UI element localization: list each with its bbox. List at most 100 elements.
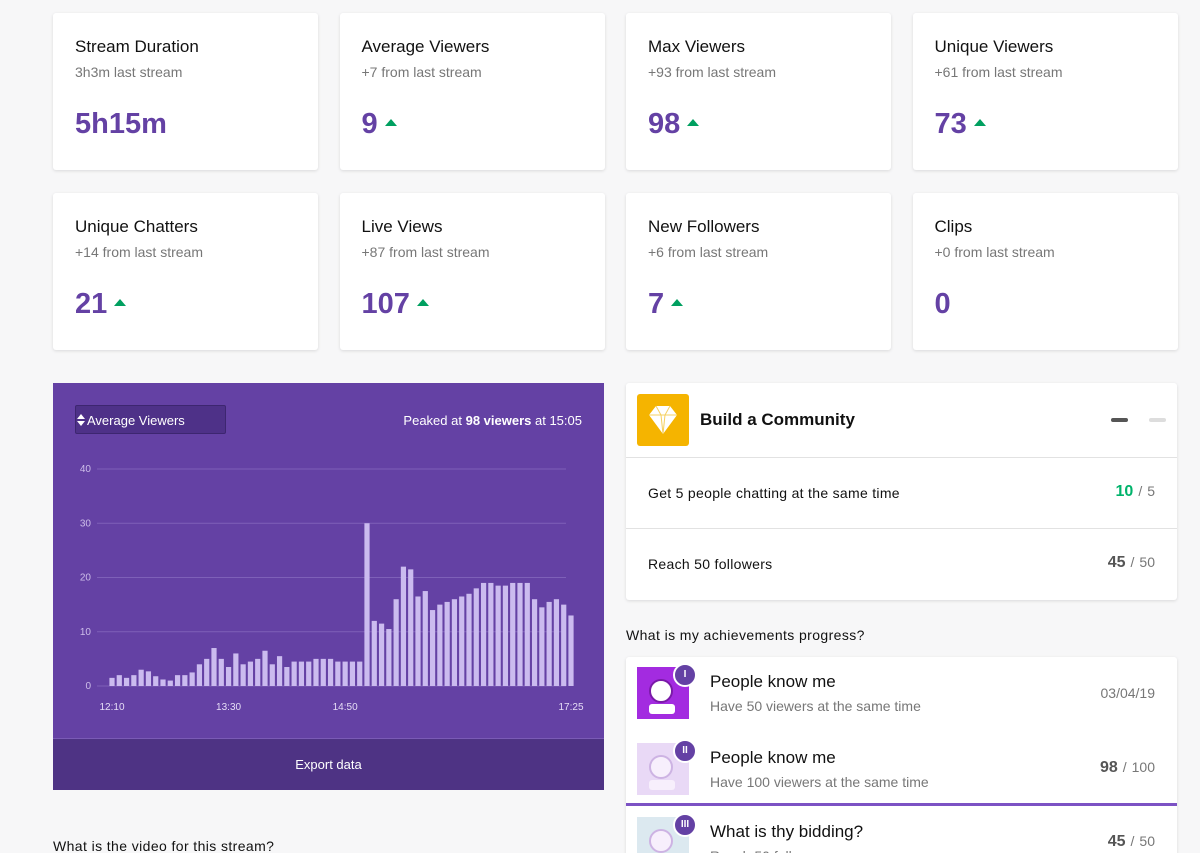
achievement: II People know me Have 100 viewers at the … [626,733,1177,806]
community-icon [637,394,689,446]
bar [211,648,217,686]
stat-value: 107 [361,288,410,320]
y-tick-label: 30 [80,518,92,529]
task-value: 45 [1107,554,1126,571]
stat-title: Unique Viewers [934,37,1054,56]
bar [138,669,144,686]
achievement-title: People know me [710,748,836,767]
bar [182,675,188,686]
stat-title: Live Views [361,217,443,236]
achievement-target: 50 [1139,833,1155,849]
stat-title: Max Viewers [648,37,745,56]
stat-card: Unique Chatters +14 from last stream 21 [53,193,318,350]
achievement-progress: 98/100 [1100,759,1155,777]
stat-card: Stream Duration 3h3m last stream 5h15m [53,13,318,170]
bar [451,599,458,686]
achievement-value: 45 [1107,833,1126,850]
achievement-badge: III [673,813,697,837]
x-tick-label: 17:25 [558,702,583,713]
task-label: Get 5 people chatting at the same time [648,485,900,501]
page-dot[interactable] [1111,418,1128,422]
bar-chart: 0 10 20 30 40 12:10 13:30 14:50 17:25 [80,464,584,713]
icon-face [649,679,673,703]
task-target: 5 [1147,483,1155,499]
bar [335,661,341,686]
export-button[interactable]: Export data [53,738,604,790]
stat-title: Average Viewers [361,37,490,56]
stat-value-row: 21 [75,288,127,321]
page-dot[interactable] [1149,418,1166,422]
bar [313,658,319,686]
bar [262,650,268,686]
bar [437,604,443,686]
bar [561,604,567,686]
achievement-title: What is thy bidding? [710,822,864,841]
chart-card: Average Viewers Peaked at 98 viewers at … [53,383,604,790]
stat-value-row: 107 [362,288,429,321]
bar [444,601,450,686]
icon-body [649,704,675,714]
bar [502,585,509,686]
bar [459,596,465,686]
achievement-progress: 45/50 [1108,833,1155,851]
bar [510,582,516,686]
task-separator: / [1130,554,1135,570]
task-separator: / [1138,483,1143,499]
achievement-date: 03/04/19 [1100,685,1156,701]
peak-suffix: at 15:05 [535,413,582,428]
community-card: Build a Community Get 5 people chatting … [626,383,1177,600]
bar [568,615,574,686]
bar [225,667,232,686]
community-title: Build a Community [700,410,855,429]
x-tick-label: 12:10 [99,702,124,713]
stat-card: Live Views +87 from last stream 107 [339,193,605,350]
bar [400,566,407,686]
stat-value-row: 98 [648,108,700,141]
icon-face [649,755,673,779]
icon-face [649,829,673,853]
bar [342,661,348,686]
icon-body [649,780,675,790]
bar [364,523,370,686]
achievement-target: 100 [1131,759,1155,775]
trend-arrow [973,118,986,126]
bar [167,680,173,686]
y-tick-label: 0 [85,681,91,692]
bar [233,653,239,686]
stat-card: Max Viewers +93 from last stream 98 [626,13,891,170]
achievements-card: I People know me Have 50 viewers at the sa… [626,657,1177,853]
bar [240,664,246,686]
stat-subtitle: +7 from last stream [361,64,482,80]
bar [480,582,487,686]
stat-value: 9 [361,108,378,140]
achievement-desc: Have 50 viewers at the same time [710,698,921,714]
stat-title: Stream Duration [75,37,199,56]
stat-value-row: 5h15m [75,108,167,141]
bar [204,658,210,686]
stat-value-row: 9 [362,108,397,141]
bar [123,677,130,686]
bar [298,661,305,686]
stat-value-row: 7 [648,288,684,321]
bar [269,664,275,686]
trend-arrow [416,298,429,306]
task-row: Reach 50 followers 45/50 [626,528,1177,600]
peak-note: Peaked at 98 viewers at 15:05 [403,413,582,428]
stat-value-row: 0 [935,288,951,321]
metric-select[interactable]: Average Viewers [75,405,226,434]
bar [517,582,523,686]
bar [189,672,195,686]
stat-card: Unique Viewers +61 from last stream 73 [912,13,1178,170]
stat-value: 73 [934,108,967,140]
bar [371,620,377,686]
bar [466,593,472,686]
bar [145,671,152,686]
x-tick-label: 14:50 [333,702,358,713]
achievement-title: People know me [710,672,836,691]
task-row: Get 5 people chatting at the same time 10… [626,457,1177,529]
stat-subtitle: +6 from last stream [648,244,769,260]
select-label: Average Viewers [87,413,185,428]
achievement-badge: II [673,739,697,763]
bar [539,607,545,686]
